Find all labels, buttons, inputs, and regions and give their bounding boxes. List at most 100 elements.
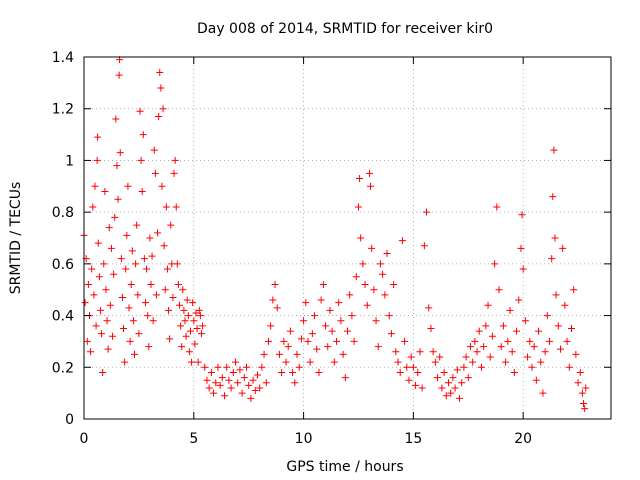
data-point [275,350,283,358]
data-point [526,337,534,345]
data-point [210,389,218,397]
data-point [502,358,510,366]
data-point [267,322,275,330]
data-point [570,286,578,294]
data-point [191,340,199,348]
data-point [186,327,194,335]
data-point [359,260,367,268]
data-point [157,84,165,92]
data-point [178,343,186,351]
data-point [491,260,499,268]
data-point [253,371,261,379]
data-point [322,322,330,330]
data-point [548,255,556,263]
data-point [537,358,545,366]
data-point [245,381,253,389]
data-point [324,343,332,351]
data-point [169,293,177,301]
data-point [440,368,448,376]
axis-ticks: 0 0.2 0.4 0.6 0.8 1 1.2 1.4 0 5 10 15 20 [52,50,611,447]
data-point [194,358,202,366]
y-tick-label: 1 [65,153,74,169]
data-point [293,350,301,358]
data-point [185,348,193,356]
data-point [150,146,158,154]
data-point [92,322,100,330]
data-point [576,368,584,376]
data-point [236,366,244,374]
data-point [129,317,137,325]
data-point [289,368,297,376]
data-point [449,374,457,382]
data-point [167,221,175,229]
data-point [313,345,321,353]
data-point [565,363,573,371]
data-point [394,358,402,366]
data-point [462,353,470,361]
data-point [348,312,356,320]
data-point [183,296,191,304]
data-point [177,322,185,330]
data-point [89,203,97,211]
data-point [195,306,203,314]
data-point [234,379,242,387]
data-point [118,293,126,301]
data-point [425,304,433,312]
data-point [420,242,428,250]
data-point [482,322,490,330]
data-point [94,239,102,247]
data-point [242,363,250,371]
data-point [379,270,387,278]
data-point [361,281,369,289]
data-point [414,368,422,376]
data-point [372,317,380,325]
data-point [333,337,341,345]
data-point [328,327,336,335]
data-point [352,273,360,281]
data-point [122,265,130,273]
data-point [137,156,145,164]
data-point [480,343,488,351]
data-point [81,299,89,307]
data-point [106,301,114,309]
data-point [94,133,102,141]
data-point [475,327,483,335]
data-point [513,327,521,335]
data-point [112,115,120,123]
data-point [197,330,205,338]
data-point [114,195,122,203]
y-tick-label: 0.4 [52,309,74,325]
data-point [546,337,554,345]
data-point [561,301,569,309]
data-point [203,376,211,384]
data-point [160,242,168,250]
data-point [466,343,474,351]
y-tick-label: 1.4 [52,50,74,66]
data-point [453,366,461,374]
data-point [445,379,453,387]
chart-title: Day 008 of 2014, SRMTID for receiver kir… [197,21,493,37]
data-point [189,299,197,307]
data-point [139,131,147,139]
data-point [132,260,140,268]
data-point [460,363,468,371]
data-point [249,376,257,384]
data-point [407,353,415,361]
data-point [559,244,567,252]
data-point [572,350,580,358]
data-point [337,317,345,325]
data-point [96,306,104,314]
data-point [188,358,196,366]
data-point [326,306,334,314]
data-point [278,368,286,376]
data-point [124,182,132,190]
data-point [247,394,255,402]
data-point [154,229,162,237]
data-point [356,175,364,183]
data-point [383,250,391,258]
data-point [376,260,384,268]
data-point [117,255,125,263]
data-point [182,332,190,340]
data-point [214,363,222,371]
y-tick-label: 0 [65,412,74,428]
